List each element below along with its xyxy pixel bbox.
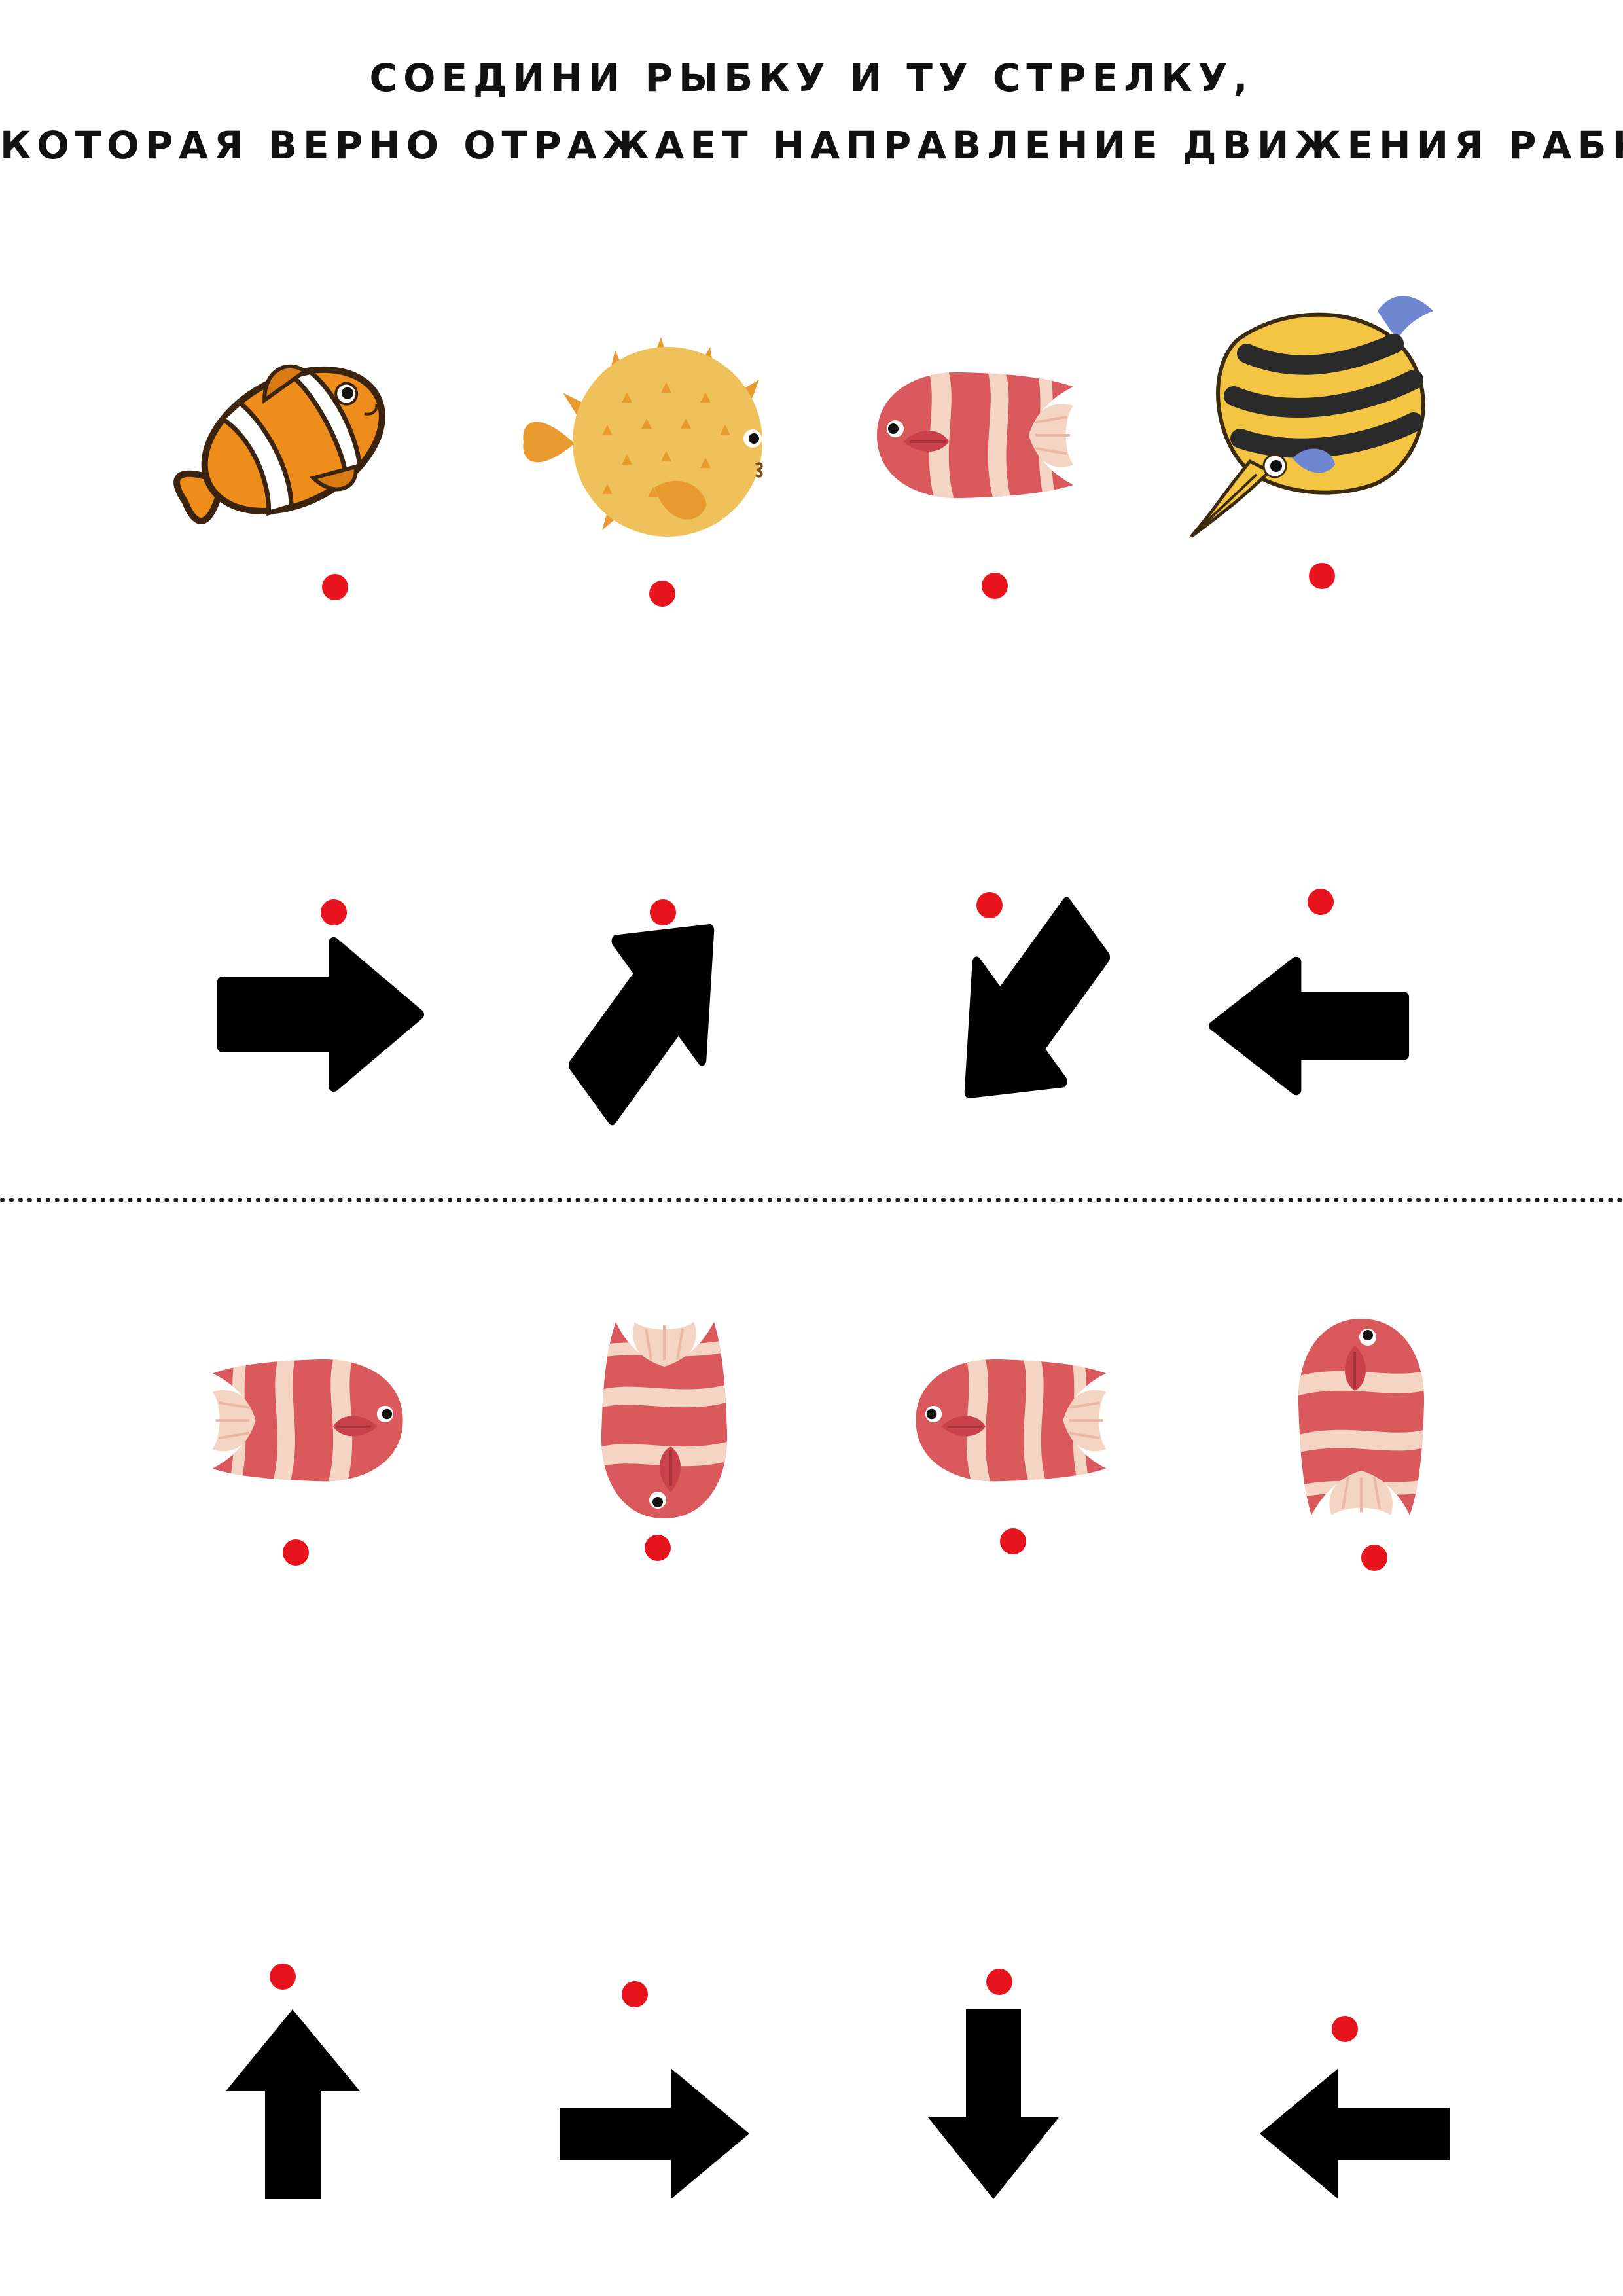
- red-striped-fish-icon: [1279, 1306, 1436, 1522]
- fish-connection-dot[interactable]: [1309, 563, 1335, 589]
- worksheet-title-line-2: КОТОРАЯ ВЕРНО ОТРАЖАЕТ НАПРАВЛЕНИЕ ДВИЖЕ…: [0, 123, 1623, 168]
- section-divider: [0, 1198, 1623, 1202]
- arrow-left-icon: [1260, 2068, 1450, 2199]
- red-striped-fish-icon: [589, 1316, 746, 1532]
- arrow-left-icon: [1207, 956, 1410, 1096]
- arrow-right-icon: [560, 2068, 749, 2199]
- fish-connection-dot[interactable]: [649, 581, 675, 607]
- arrow-connection-dot[interactable]: [321, 899, 347, 925]
- fish-connection-dot[interactable]: [283, 1539, 309, 1566]
- arrow-connection-dot[interactable]: [622, 1981, 648, 2007]
- arrow-connection-dot[interactable]: [986, 1969, 1012, 1995]
- butterflyfish-icon: [1178, 275, 1453, 550]
- arrow-connection-dot[interactable]: [270, 1964, 296, 1990]
- clownfish-icon: [164, 331, 406, 560]
- arrow-down-left-icon: [939, 897, 1116, 1103]
- red-striped-fish-icon: [903, 1342, 1113, 1505]
- fish-connection-dot[interactable]: [322, 574, 348, 600]
- arrow-up-right-icon: [563, 920, 740, 1126]
- arrow-connection-dot[interactable]: [1332, 2016, 1358, 2042]
- arrow-right-icon: [216, 936, 425, 1093]
- arrow-connection-dot[interactable]: [1308, 889, 1334, 915]
- arrow-up-icon: [226, 2009, 360, 2199]
- red-striped-fish-icon: [864, 357, 1080, 520]
- pufferfish-icon: [510, 331, 785, 540]
- arrow-connection-dot[interactable]: [650, 899, 676, 925]
- arrow-connection-dot[interactable]: [976, 892, 1003, 918]
- fish-connection-dot[interactable]: [1000, 1528, 1026, 1554]
- worksheet-title-line-1: СОЕДИНИ РЫБКУ И ТУ СТРЕЛКУ,: [369, 56, 1254, 100]
- arrow-down-icon: [928, 2009, 1059, 2199]
- red-striped-fish-icon: [206, 1342, 416, 1505]
- fish-connection-dot[interactable]: [1361, 1545, 1387, 1571]
- fish-connection-dot[interactable]: [982, 573, 1008, 599]
- fish-connection-dot[interactable]: [645, 1535, 671, 1561]
